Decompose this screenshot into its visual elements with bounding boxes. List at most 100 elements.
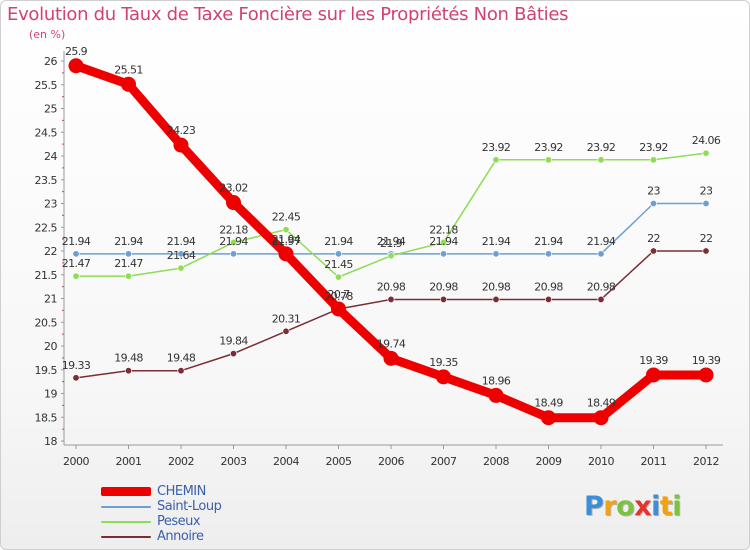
data-point	[702, 200, 710, 208]
data-point	[649, 200, 657, 208]
legend-item: Peseux	[101, 514, 221, 529]
data-label: 21.94	[272, 233, 301, 246]
data-point	[541, 410, 556, 426]
data-label: 21.94	[587, 235, 616, 248]
data-label: 20.31	[272, 312, 301, 325]
data-label: 25.51	[114, 63, 143, 76]
data-point	[230, 238, 238, 246]
data-label: 20.98	[429, 280, 458, 293]
data-label: 21.9	[380, 237, 403, 250]
data-point	[177, 367, 185, 375]
data-label: 21.94	[114, 235, 143, 248]
data-point	[125, 367, 133, 375]
legend-item: Saint-Loup	[101, 499, 222, 514]
data-label: 20.78	[324, 290, 353, 303]
data-label: 23.92	[534, 141, 563, 154]
data-label: 21.94	[429, 235, 458, 248]
data-label: 21.94	[62, 235, 91, 248]
data-label: 20.98	[482, 280, 511, 293]
data-label: 24.23	[167, 124, 196, 137]
data-point	[597, 250, 605, 258]
logo-letter: t	[659, 491, 673, 522]
data-point	[383, 350, 399, 366]
data-point	[387, 252, 395, 260]
data-point	[282, 226, 290, 234]
data-point	[177, 250, 185, 258]
x-tick-label: 2008	[483, 455, 509, 468]
x-tick-label: 2000	[63, 455, 89, 468]
y-tick-label: 25	[44, 103, 57, 116]
data-label: 23.02	[219, 182, 248, 195]
x-tick-label: 2002	[168, 455, 194, 468]
x-tick-label: 2009	[536, 455, 562, 468]
legend: CHEMIN Saint-Loup Peseux Annoire	[101, 484, 222, 544]
x-tick-label: 2006	[378, 455, 404, 468]
legend-label: Saint-Loup	[157, 499, 222, 514]
data-point	[439, 250, 447, 258]
data-point	[331, 301, 346, 317]
data-label: 22.18	[219, 223, 248, 236]
data-point	[334, 273, 342, 281]
y-tick-label: 20	[44, 340, 57, 353]
data-label: 19.74	[377, 337, 406, 350]
y-tick-label: 23	[44, 198, 57, 211]
y-unit-label: (en %)	[29, 28, 66, 41]
data-point	[439, 238, 447, 246]
y-tick-label: 25.5	[35, 79, 58, 92]
data-label: 21.94	[377, 235, 406, 248]
data-point	[226, 195, 241, 211]
logo-letter: i	[651, 491, 660, 522]
legend-swatch	[101, 535, 151, 538]
data-label: 20.98	[587, 280, 616, 293]
y-tick-label: 23.5	[35, 174, 58, 187]
data-point	[125, 250, 133, 258]
line-chart: 18 18.5 19 19.5 20 20.5 21 21.5 22 22.5 23 23.5 24 24…	[35, 45, 723, 468]
legend-swatch	[101, 520, 151, 523]
chart-title: Evolution du Taux de Taxe Foncière sur l…	[7, 4, 569, 25]
data-point	[593, 410, 609, 426]
data-point	[230, 250, 238, 258]
y-tick-label: 18.5	[35, 411, 58, 424]
data-point	[173, 137, 189, 153]
data-point	[282, 327, 290, 335]
y-tick-label: 18	[44, 435, 57, 448]
y-tick-label: 24.5	[35, 126, 58, 139]
data-point	[230, 350, 238, 358]
data-point	[177, 264, 185, 272]
data-label: 21.94	[324, 235, 353, 248]
data-label: 21.97	[272, 235, 301, 248]
x-tick-label: 2012	[693, 455, 719, 468]
legend-swatch	[101, 487, 151, 496]
data-label: 20.98	[534, 280, 563, 293]
logo-letter: x	[634, 491, 652, 522]
data-point	[439, 295, 447, 303]
data-label: 20.7	[327, 288, 350, 301]
legend-label: Annoire	[157, 529, 204, 544]
data-label: 21.94	[482, 235, 511, 248]
data-label: 18.49	[587, 397, 616, 410]
data-label: 18.49	[534, 397, 563, 410]
data-label: 19.35	[429, 356, 458, 369]
data-point	[646, 367, 661, 383]
legend-label: CHEMIN	[157, 484, 206, 499]
data-label: 18.96	[482, 374, 511, 387]
data-point	[334, 250, 342, 258]
y-tick-label: 22.5	[35, 221, 58, 234]
y-tick-label: 26	[44, 55, 57, 68]
data-point	[278, 246, 294, 262]
x-tick-label: 2004	[273, 455, 299, 468]
x-tick-label: 2010	[588, 455, 614, 468]
data-label: 19.84	[219, 335, 248, 348]
data-label: 20.98	[377, 280, 406, 293]
data-point	[436, 369, 451, 385]
data-point	[125, 272, 133, 280]
y-tick-label: 24	[44, 150, 57, 163]
x-tick-label: 2003	[221, 455, 247, 468]
data-label: 19.33	[62, 359, 91, 372]
data-label: 21.64	[167, 249, 196, 262]
legend-swatch	[101, 505, 151, 508]
data-label: 23.92	[639, 141, 668, 154]
data-label: 23.92	[482, 141, 511, 154]
data-point	[68, 58, 84, 74]
